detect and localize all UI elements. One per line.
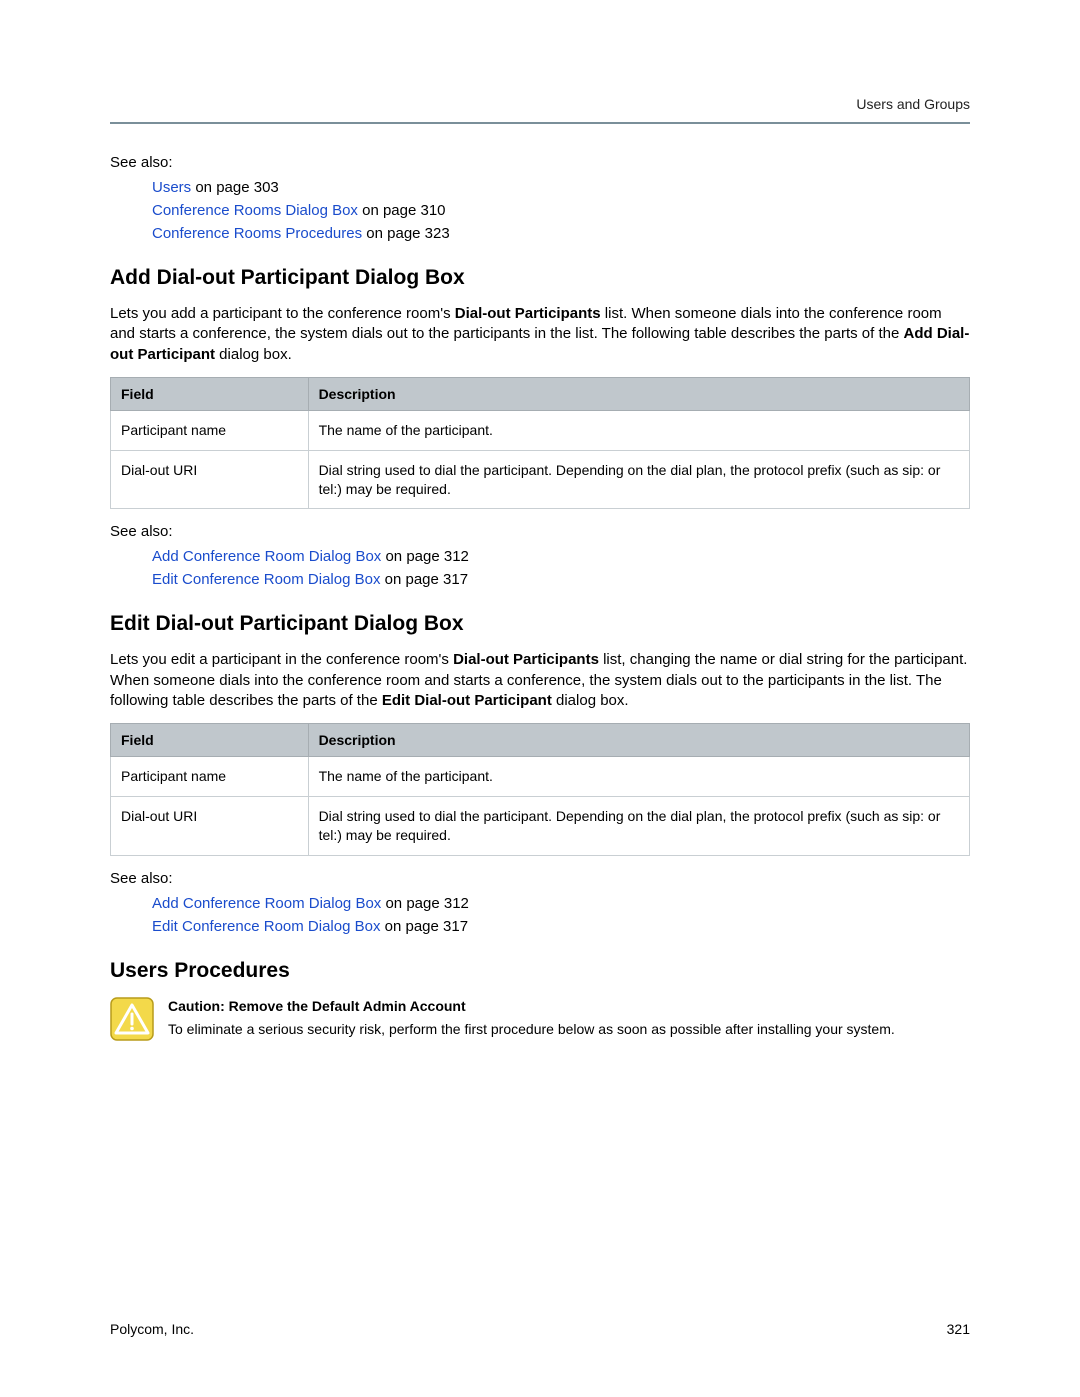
table-cell-field: Participant name bbox=[111, 757, 309, 797]
header-chapter-title: Users and Groups bbox=[110, 96, 970, 112]
paragraph-edit-dialout: Lets you edit a participant in the confe… bbox=[110, 650, 970, 711]
table-cell-desc: The name of the participant. bbox=[308, 410, 969, 450]
caution-title: Caution: Remove the Default Admin Accoun… bbox=[168, 997, 895, 1017]
text-bold: Dial-out Participants bbox=[453, 651, 599, 668]
ref-link[interactable]: Conference Rooms Procedures bbox=[152, 225, 362, 242]
table-cell-field: Participant name bbox=[111, 410, 309, 450]
caution-icon bbox=[110, 997, 154, 1045]
text-fragment: Lets you add a participant to the confer… bbox=[110, 305, 455, 322]
table-header-field: Field bbox=[111, 724, 309, 757]
see-also-list-bottom: Add Conference Room Dialog Box on page 3… bbox=[152, 895, 970, 935]
see-also-list-top: Users on page 303 Conference Rooms Dialo… bbox=[152, 179, 970, 242]
text-fragment: Lets you edit a participant in the confe… bbox=[110, 651, 453, 668]
ref-link[interactable]: Conference Rooms Dialog Box bbox=[152, 202, 358, 219]
text-fragment: dialog box. bbox=[552, 692, 629, 709]
see-also-label: See also: bbox=[110, 523, 970, 540]
table-row: Participant name The name of the partici… bbox=[111, 757, 970, 797]
text-bold: Edit Dial-out Participant bbox=[382, 692, 552, 709]
ref-item: Conference Rooms Dialog Box on page 310 bbox=[152, 202, 970, 219]
see-also-label: See also: bbox=[110, 154, 970, 171]
ref-item: Users on page 303 bbox=[152, 179, 970, 196]
see-also-list-mid: Add Conference Room Dialog Box on page 3… bbox=[152, 548, 970, 588]
ref-link[interactable]: Edit Conference Room Dialog Box bbox=[152, 918, 380, 935]
footer-company: Polycom, Inc. bbox=[110, 1321, 194, 1337]
ref-suffix: on page 323 bbox=[362, 225, 450, 242]
ref-suffix: on page 303 bbox=[191, 179, 279, 196]
table-edit-dialout: Field Description Participant name The n… bbox=[110, 723, 970, 856]
see-also-label: See also: bbox=[110, 870, 970, 887]
table-cell-desc: The name of the participant. bbox=[308, 757, 969, 797]
ref-suffix: on page 317 bbox=[380, 918, 468, 935]
heading-add-dialout: Add Dial-out Participant Dialog Box bbox=[110, 266, 970, 290]
table-header-description: Description bbox=[308, 724, 969, 757]
ref-suffix: on page 312 bbox=[381, 895, 469, 912]
document-page: Users and Groups See also: Users on page… bbox=[0, 0, 1080, 1397]
ref-link[interactable]: Add Conference Room Dialog Box bbox=[152, 895, 381, 912]
caution-block: Caution: Remove the Default Admin Accoun… bbox=[110, 997, 970, 1045]
text-bold: Dial-out Participants bbox=[455, 305, 601, 322]
table-row: Participant name The name of the partici… bbox=[111, 410, 970, 450]
page-footer: Polycom, Inc. 321 bbox=[110, 1321, 970, 1337]
heading-users-procedures: Users Procedures bbox=[110, 959, 970, 983]
ref-link[interactable]: Add Conference Room Dialog Box bbox=[152, 548, 381, 565]
footer-page-number: 321 bbox=[947, 1321, 970, 1337]
ref-suffix: on page 310 bbox=[358, 202, 446, 219]
caution-body: To eliminate a serious security risk, pe… bbox=[168, 1020, 895, 1040]
ref-link[interactable]: Users bbox=[152, 179, 191, 196]
header-rule bbox=[110, 122, 970, 124]
table-header-description: Description bbox=[308, 377, 969, 410]
ref-item: Add Conference Room Dialog Box on page 3… bbox=[152, 895, 970, 912]
table-row: Dial-out URI Dial string used to dial th… bbox=[111, 797, 970, 856]
ref-item: Edit Conference Room Dialog Box on page … bbox=[152, 918, 970, 935]
ref-item: Edit Conference Room Dialog Box on page … bbox=[152, 571, 970, 588]
table-row: Dial-out URI Dial string used to dial th… bbox=[111, 450, 970, 509]
table-cell-desc: Dial string used to dial the participant… bbox=[308, 797, 969, 856]
heading-edit-dialout: Edit Dial-out Participant Dialog Box bbox=[110, 612, 970, 636]
table-cell-desc: Dial string used to dial the participant… bbox=[308, 450, 969, 509]
ref-suffix: on page 312 bbox=[381, 548, 469, 565]
table-add-dialout: Field Description Participant name The n… bbox=[110, 377, 970, 510]
ref-link[interactable]: Edit Conference Room Dialog Box bbox=[152, 571, 380, 588]
paragraph-add-dialout: Lets you add a participant to the confer… bbox=[110, 304, 970, 365]
table-cell-field: Dial-out URI bbox=[111, 797, 309, 856]
table-cell-field: Dial-out URI bbox=[111, 450, 309, 509]
table-header-field: Field bbox=[111, 377, 309, 410]
ref-item: Conference Rooms Procedures on page 323 bbox=[152, 225, 970, 242]
text-fragment: dialog box. bbox=[215, 346, 292, 363]
ref-suffix: on page 317 bbox=[380, 571, 468, 588]
caution-text: Caution: Remove the Default Admin Accoun… bbox=[168, 997, 895, 1040]
ref-item: Add Conference Room Dialog Box on page 3… bbox=[152, 548, 970, 565]
